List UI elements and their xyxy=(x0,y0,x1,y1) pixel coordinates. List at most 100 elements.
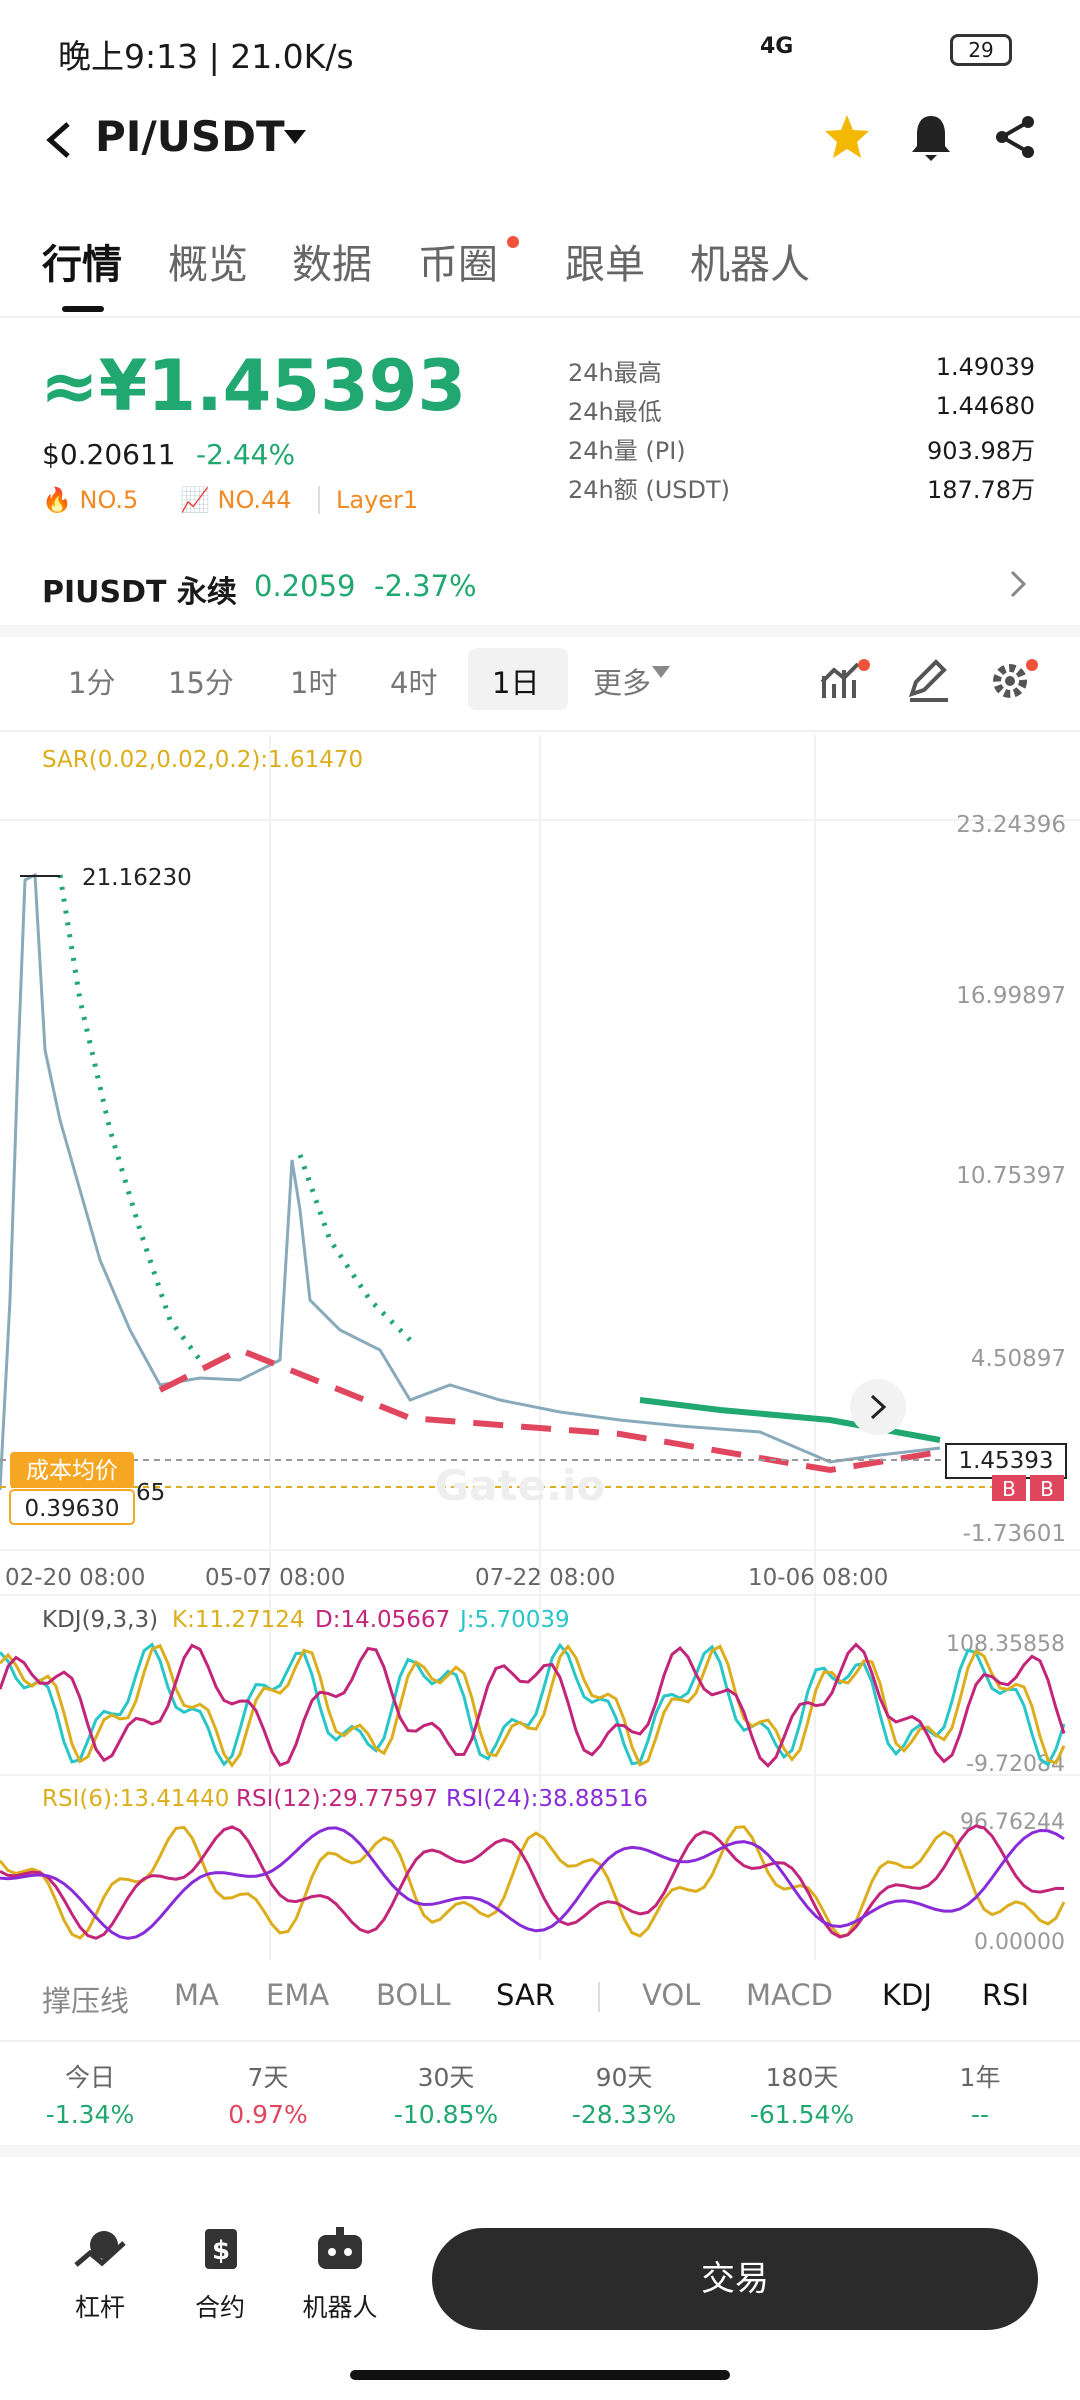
divider xyxy=(0,2145,1080,2157)
sar-dots xyxy=(297,1154,412,1342)
leverage-icon[interactable] xyxy=(70,2225,130,2275)
selected-interval-bg xyxy=(468,648,568,710)
nav-label[interactable]: 杠杆 xyxy=(74,2293,125,2322)
indicator-line xyxy=(0,1642,1066,1768)
svg-text:$: $ xyxy=(212,2236,230,2266)
indicator-lines xyxy=(0,1642,1066,1940)
indicator-tab[interactable]: BOLL xyxy=(376,1978,451,2012)
chart-tools[interactable] xyxy=(820,656,1040,706)
period-value: -10.85% xyxy=(393,2100,499,2129)
indicator-line xyxy=(0,1826,1065,1940)
perpetual-name[interactable]: PIUSDT 永续 xyxy=(42,575,237,610)
period-label: 7天 xyxy=(247,2063,289,2092)
y-tick-label: 23.24396 xyxy=(956,812,1066,838)
nav-label[interactable]: 机器人 xyxy=(302,2293,378,2322)
stat-value: 1.44680 xyxy=(935,392,1035,420)
futures-icon[interactable]: $ xyxy=(195,2225,245,2275)
divider xyxy=(0,730,1080,732)
price-cny: ≈¥1.45393 xyxy=(40,345,467,427)
kdj-j: J:5.70039 xyxy=(458,1607,570,1633)
cost-value-tag xyxy=(9,1489,135,1525)
period-label: 1年 xyxy=(959,2063,1001,2092)
rank-tag: 📈 NO.44 xyxy=(180,486,292,514)
tab[interactable]: 概览 xyxy=(168,242,248,288)
period-label: 180天 xyxy=(765,2063,839,2092)
tab[interactable]: 数据 xyxy=(292,242,372,288)
status-time: 晚上9:13 | 21.0K/s xyxy=(58,37,354,76)
nav-label[interactable]: 合约 xyxy=(194,2293,245,2322)
share-button[interactable] xyxy=(992,114,1038,160)
indicator-line xyxy=(0,1642,1066,1767)
period-value: -- xyxy=(970,2100,990,2129)
tab[interactable]: 机器人 xyxy=(690,242,810,288)
cost-label: 成本均价 xyxy=(26,1458,118,1484)
period-value: -1.34% xyxy=(45,2100,135,2129)
indicator-tab[interactable]: SAR xyxy=(496,1978,555,2012)
tab[interactable]: 跟单 xyxy=(565,242,645,288)
cost-tag xyxy=(10,1452,134,1488)
bot-icon[interactable] xyxy=(312,2225,368,2275)
stat-label: 24h额 (USDT) xyxy=(568,476,731,504)
interval[interactable]: 1分 xyxy=(68,666,116,700)
indicator-tab[interactable]: VOL xyxy=(642,1978,701,2012)
indicator-tab[interactable]: MA xyxy=(174,1978,219,2012)
sar-label: SAR(0.02,0.02,0.2):1.61470 xyxy=(42,747,363,773)
alert-bell[interactable] xyxy=(908,112,954,162)
interval[interactable]: 15分 xyxy=(168,666,234,700)
rank-tag: 🔥 NO.5 xyxy=(42,486,139,514)
interval[interactable]: 1时 xyxy=(290,666,338,700)
pair-title[interactable]: PI/USDT xyxy=(95,112,285,161)
y-tick-label: 16.99897 xyxy=(956,983,1066,1009)
sar-segment xyxy=(158,1346,941,1474)
chevron[interactable] xyxy=(1008,568,1028,600)
x-tick-label: 05-07 08:00 xyxy=(205,1565,345,1591)
interval[interactable]: 1日 xyxy=(492,666,540,700)
tab[interactable]: 行情 xyxy=(42,242,122,288)
tab[interactable]: 币圈 xyxy=(418,242,498,288)
x-tick-label: 07-22 08:00 xyxy=(475,1565,615,1591)
home-indicator xyxy=(350,2370,730,2380)
y-tick-label: 4.50897 xyxy=(971,1346,1066,1372)
signal: 4G xyxy=(760,34,794,59)
badge-text: B xyxy=(1002,1477,1016,1501)
kdj-title: KDJ(9,3,3) xyxy=(42,1607,158,1633)
interval[interactable]: 更多 xyxy=(593,666,652,700)
x-axis: 02-20 08:00 05-07 08:00 07-22 08:00 10-06 0… xyxy=(5,1565,888,1591)
x-tick-label: 10-06 08:00 xyxy=(748,1565,888,1591)
trade-button[interactable]: 交易 xyxy=(432,2228,1038,2330)
separator xyxy=(598,1982,600,2012)
y-axis: 23.24396 16.99897 10.75397 4.50897 -1.73601 xyxy=(956,812,1066,1547)
watermark: Gate.io xyxy=(435,1461,606,1510)
last-price: 1.45393 xyxy=(958,1448,1053,1474)
indicator-tab[interactable]: 撑压线 xyxy=(42,1984,130,2018)
perpetual-change: -2.37% xyxy=(374,569,477,603)
indicator-tab[interactable]: EMA xyxy=(266,1978,330,2012)
badge-text: B xyxy=(1040,1477,1054,1501)
period-label: 30天 xyxy=(417,2063,475,2092)
sector-tag[interactable]: Layer1 xyxy=(318,486,418,514)
back-button[interactable] xyxy=(40,118,80,162)
indicator-tab[interactable]: KDJ xyxy=(882,1978,932,2012)
battery: 29 xyxy=(950,34,1012,66)
y-tick-label: -1.73601 xyxy=(963,1521,1066,1547)
stat-label: 24h最低 xyxy=(568,398,662,426)
interval[interactable]: 4时 xyxy=(390,666,438,700)
rsi-24: RSI(24):38.88516 xyxy=(446,1786,648,1812)
scroll-button[interactable] xyxy=(850,1379,906,1435)
badge-dot xyxy=(507,236,519,248)
period-label: 今日 xyxy=(64,2063,115,2092)
partial-label: 65 xyxy=(136,1480,165,1506)
pair-dropdown[interactable] xyxy=(284,130,306,146)
period-value: 0.97% xyxy=(228,2100,308,2129)
rsi-12: RSI(12):29.77597 xyxy=(236,1786,438,1812)
badge xyxy=(1030,1475,1064,1501)
favorite-star[interactable] xyxy=(822,112,872,162)
cost-value: 0.39630 xyxy=(24,1496,119,1522)
indicator-tab[interactable]: RSI xyxy=(982,1978,1030,2012)
indicator-tab[interactable]: MACD xyxy=(746,1978,833,2012)
tag: NO.5 xyxy=(79,486,139,514)
grid xyxy=(0,735,1080,1960)
period-value: -61.54% xyxy=(749,2100,855,2129)
stat-value: 187.78万 xyxy=(927,476,1035,504)
